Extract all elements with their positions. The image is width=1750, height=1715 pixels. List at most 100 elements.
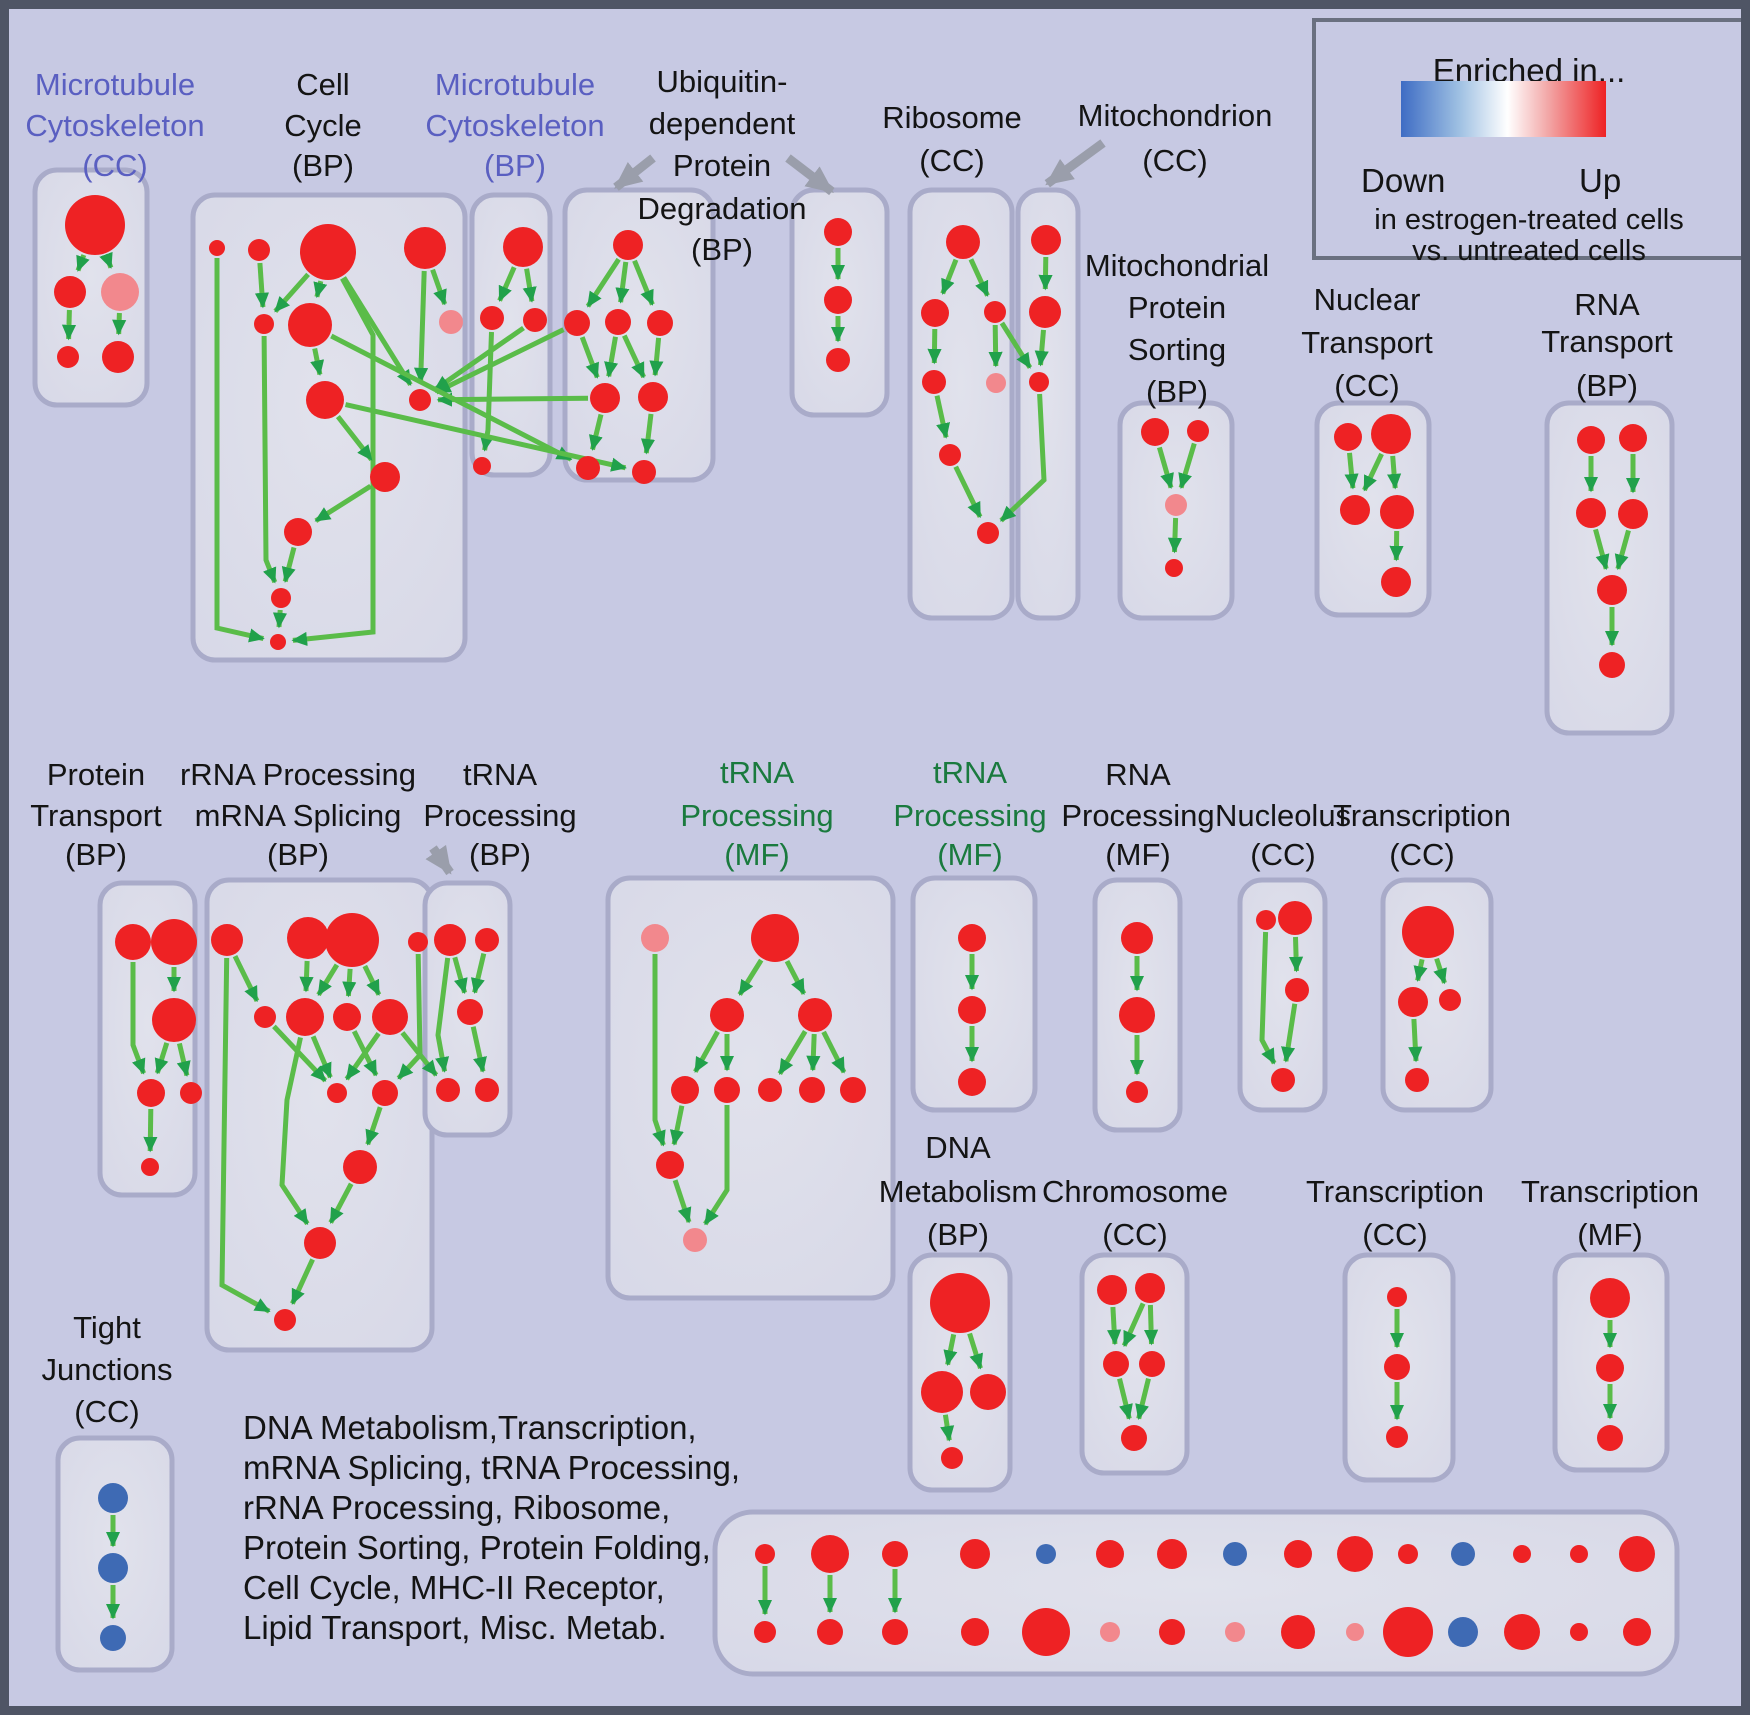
shared-terms-strip-node-8 [1036,1544,1056,1564]
ubiquitin-degradation-bp-edge-0 [585,257,621,308]
ubiquitin-degradation-bp-edge-5 [622,334,646,379]
ubiquitin-degradation-bp-2-node-2 [826,348,850,372]
ribosome-cc-node-3 [922,370,946,394]
ubiquitin-degradation-bp-node-0 [613,230,643,260]
cell-cycle-bp-node-9 [370,462,400,492]
trna-processing-mf-1-label-line-1: Processing [680,798,833,833]
mitochondrial-protein-sorting-bp-edge-2 [1167,517,1183,554]
trna-processing-mf-1-node-9 [656,1151,684,1179]
trna-processing-bp-node-4 [475,1078,499,1102]
dna-metabolism-bp-edge-1 [967,1332,984,1370]
rrna-processing-mrna-splicing-bp-node-11 [304,1227,336,1259]
rrna-processing-mrna-splicing-bp-label-line-2: (BP) [267,837,329,872]
nuclear-transport-cc-edge-2 [1387,455,1402,490]
trna-processing-bp-node-1 [475,928,499,952]
shared-terms-strip-node-15 [1225,1622,1245,1642]
transcription-cc-1-label-line-0: Transcription [1333,798,1511,833]
nucleolus-cc-node-0 [1256,910,1276,930]
cell-cycle-bp-edge-1 [254,262,270,309]
trna-processing-bp-node-2 [457,999,483,1025]
microtubule-cytoskeleton-bp-edge-0 [497,266,517,302]
chromosome-cc-edge-4 [1135,1378,1151,1420]
cell-cycle-bp-node-6 [439,310,463,334]
nuclear-transport-cc-node-1 [1371,414,1411,454]
chromosome-cc-node-1 [1135,1273,1165,1303]
dna-metabolism-bp-node-1 [921,1371,963,1413]
trna-processing-mf-1-label-line-0: tRNA [720,755,794,790]
microtubule-cytoskeleton-bp-node-0 [503,227,543,267]
cell-cycle-bp-edge-7 [430,268,448,306]
legend-down-label: Down [1361,162,1446,199]
misc-text-line-3: Protein Sorting, Protein Folding, [243,1529,711,1566]
cross-edge-5 [999,321,1033,369]
microtubule-cytoskeleton-bp-node-1 [480,306,504,330]
microtubule-cytoskeleton-cc-label-line-2: (CC) [82,148,147,183]
cell-cycle-bp-node-11 [271,588,291,608]
trna-processing-mf-1-node-10 [683,1228,707,1252]
ubiquitin-degradation-bp-edge-1 [615,261,630,304]
trna-processing-bp-edge-1 [470,953,487,994]
ubiquitin-degradation-bp-edge-8 [640,413,656,455]
ubiquitin-degradation-bp-edge-7 [588,413,604,451]
microtubule-cytoskeleton-bp-edge-1 [522,268,537,303]
nuclear-transport-cc-node-3 [1380,495,1414,529]
shared-terms-strip-node-2 [811,1535,849,1573]
trna-processing-bp-node-3 [436,1078,460,1102]
nucleolus-cc-label-line-0: Nucleolus [1215,798,1351,833]
protein-transport-bp-edge-0 [130,962,146,1075]
rna-processing-mf-label-line-1: Processing [1061,798,1214,833]
trna-processing-bp-edge-3 [470,1026,487,1073]
shared-terms-strip-node-6 [960,1539,990,1569]
shared-terms-strip-node-3 [817,1619,843,1645]
trna-processing-mf-2-node-0 [958,924,986,952]
rna-transport-bp-label-line-0: RNA [1574,287,1640,322]
ubiquitin-degradation-bp-edge-6 [649,337,664,377]
mitochondrial-protein-sorting-bp-node-3 [1165,559,1183,577]
protein-transport-bp-edge-2 [154,1042,170,1075]
dna-metabolism-bp-label-line-2: (BP) [927,1217,989,1252]
nuclear-transport-cc-node-4 [1381,567,1411,597]
ubiquitin-degradation-bp-label-line-3: Degradation [638,191,807,226]
shared-terms-strip-node-28 [1619,1536,1655,1572]
rna-transport-bp-edge-2 [1593,528,1610,571]
protein-transport-bp-label-line-2: (BP) [65,837,127,872]
transcription-cc-1-edge-2 [1408,1018,1423,1063]
rrna-processing-mrna-splicing-bp-edge-11 [365,1106,383,1146]
mitochondrion-cc-label-line-1: (CC) [1142,143,1207,178]
trna-processing-mf-1-node-0 [641,924,669,952]
ubiquitin-degradation-bp-node-6 [576,456,600,480]
shared-terms-strip-node-7 [961,1618,989,1646]
chromosome-cc-box [1079,1252,1190,1476]
cell-cycle-bp-label-line-0: Cell [296,67,349,102]
rrna-processing-mrna-splicing-bp-node-12 [274,1309,296,1331]
transcription-cc-1-node-3 [1405,1068,1429,1092]
mitochondrion-cc-edge-0 [1038,256,1053,291]
rrna-processing-mrna-splicing-bp-node-10 [343,1150,377,1184]
ribosome-cc-label-line-1: (CC) [919,143,984,178]
transcription-mf-node-1 [1596,1354,1624,1382]
chromosome-cc-label-line-0: Chromosome [1042,1174,1228,1209]
misc-text-line-5: Lipid Transport, Misc. Metab. [243,1609,667,1646]
cell-cycle-bp-box [190,192,468,663]
cross-edge-3 [330,333,573,462]
dna-metabolism-bp-node-0 [930,1273,990,1333]
trna-processing-mf-1-node-7 [799,1077,825,1103]
shared-terms-strip-node-29 [1623,1618,1651,1646]
rna-transport-bp-node-1 [1619,424,1647,452]
microtubule-cytoskeleton-cc-node-0 [65,195,125,255]
rrna-processing-mrna-splicing-bp-node-4 [254,1006,276,1028]
nucleolus-cc-node-3 [1271,1068,1295,1092]
nuclear-transport-cc-label-line-1: Transport [1301,325,1433,360]
microtubule-cytoskeleton-cc-edge-3 [112,312,127,336]
rna-processing-mf-label-line-0: RNA [1105,757,1171,792]
protein-transport-bp-node-3 [137,1079,165,1107]
trna-processing-mf-1-edge-2 [693,1030,720,1073]
protein-transport-bp-node-2 [152,998,196,1042]
chromosome-cc-node-4 [1121,1425,1147,1451]
rrna-processing-mrna-splicing-bp-node-5 [286,998,324,1036]
dna-metabolism-bp-node-2 [970,1374,1006,1410]
trna-processing-mf-1-edge-7 [652,954,666,1147]
cell-cycle-bp-edge-3 [313,280,328,299]
shared-terms-strip-node-18 [1337,1536,1373,1572]
ubiquitin-degradation-bp-label-line-0: Ubiquitin- [657,64,788,99]
